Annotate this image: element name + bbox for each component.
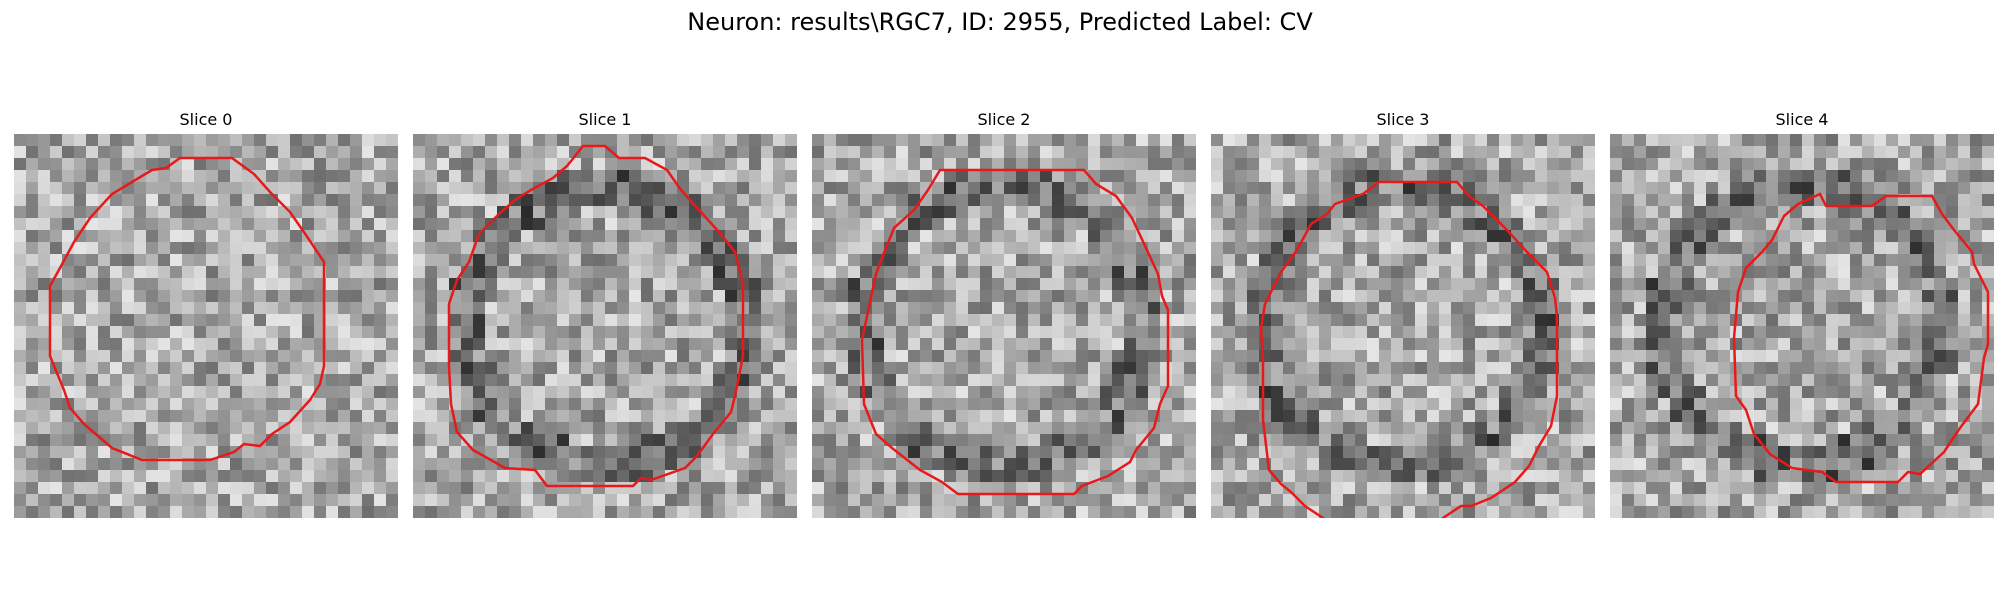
- slice-image: [1211, 134, 1595, 518]
- slice-title: Slice 1: [578, 110, 632, 129]
- segmentation-contour: [860, 168, 1170, 496]
- slice-panel-3: Slice 3: [1211, 108, 1595, 518]
- slice-title: Slice 3: [1376, 110, 1430, 129]
- slice-title: Slice 0: [179, 110, 233, 129]
- segmentation-contour: [447, 144, 745, 488]
- slice-image: [413, 134, 797, 518]
- slice-image: [812, 134, 1196, 518]
- segmentation-contour: [1732, 192, 1990, 484]
- slice-panel-0: Slice 0: [14, 108, 398, 518]
- slice-image: [14, 134, 398, 518]
- slice-title: Slice 2: [977, 110, 1031, 129]
- slice-image: [1610, 134, 1994, 518]
- slice-panel-2: Slice 2: [812, 108, 1196, 518]
- segmentation-contour: [48, 156, 326, 462]
- slice-panel-1: Slice 1: [413, 108, 797, 518]
- figure-title: Neuron: results\RGC7, ID: 2955, Predicte…: [687, 8, 1313, 36]
- segmentation-contour: [1259, 180, 1559, 518]
- slice-panel-4: Slice 4: [1610, 108, 1994, 518]
- slice-title: Slice 4: [1775, 110, 1829, 129]
